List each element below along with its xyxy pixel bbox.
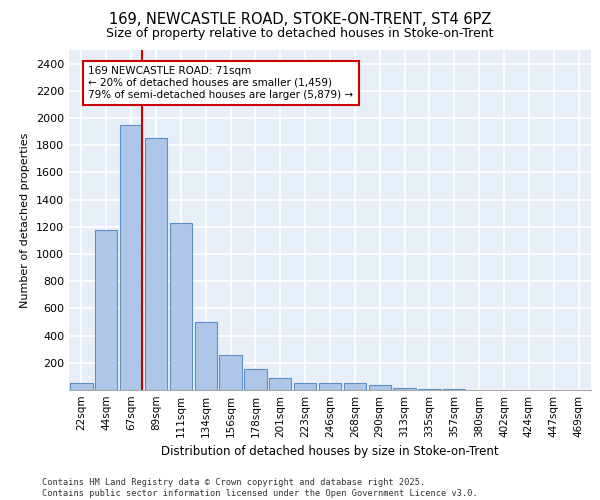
Bar [170,224,192,390]
Bar [70,383,92,390]
X-axis label: Distribution of detached houses by size in Stoke-on-Trent: Distribution of detached houses by size … [161,446,499,458]
Bar [294,383,316,390]
Y-axis label: Number of detached properties: Number of detached properties [20,132,31,308]
Text: 169, NEWCASTLE ROAD, STOKE-ON-TRENT, ST4 6PZ: 169, NEWCASTLE ROAD, STOKE-ON-TRENT, ST4… [109,12,491,28]
Bar [95,230,118,390]
Text: Size of property relative to detached houses in Stoke-on-Trent: Size of property relative to detached ho… [106,28,494,40]
Bar [269,378,292,390]
Bar [319,382,341,390]
Bar [120,125,142,390]
Bar [344,382,366,390]
Bar [145,138,167,390]
Bar [220,354,242,390]
Text: 169 NEWCASTLE ROAD: 71sqm
← 20% of detached houses are smaller (1,459)
79% of se: 169 NEWCASTLE ROAD: 71sqm ← 20% of detac… [88,66,353,100]
Bar [194,322,217,390]
Text: Contains HM Land Registry data © Crown copyright and database right 2025.
Contai: Contains HM Land Registry data © Crown c… [42,478,478,498]
Bar [394,388,416,390]
Bar [244,369,266,390]
Bar [368,384,391,390]
